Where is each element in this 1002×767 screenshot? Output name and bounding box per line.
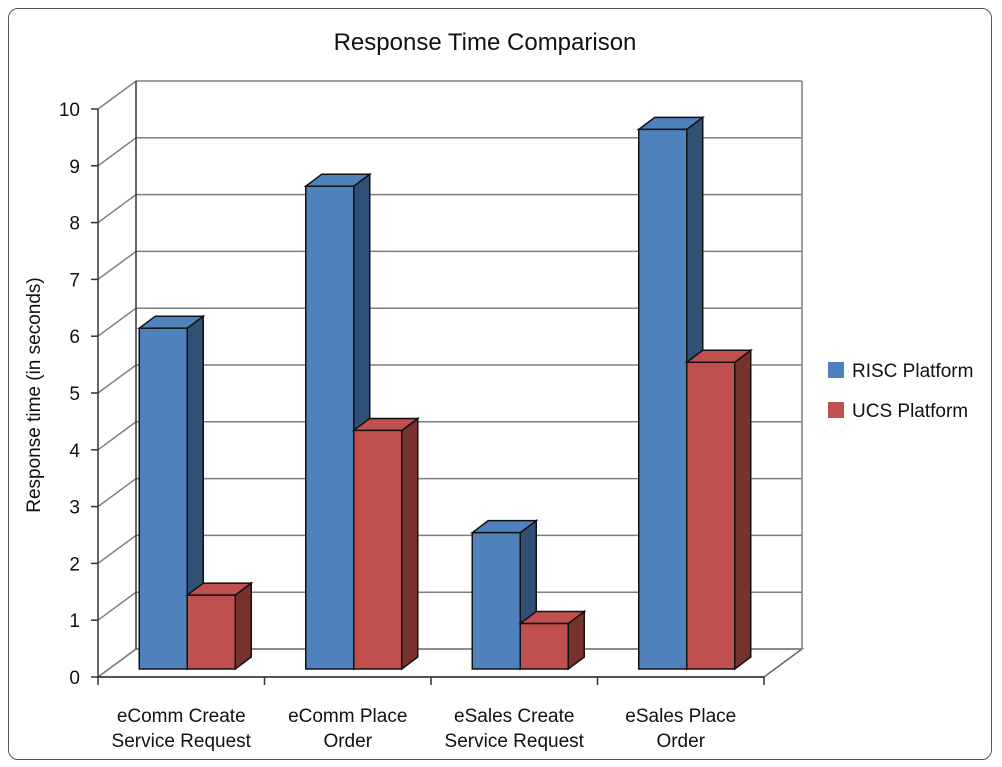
y-tick-labels: 0 1 2 3 4 5 6 7 8 9 10 (59, 100, 81, 689)
axes (91, 81, 803, 685)
category-label-line: Order (656, 731, 705, 752)
y-tick-label: 5 (69, 384, 80, 405)
legend-swatch (828, 362, 844, 378)
category-label: eSales Create Service Request (445, 706, 585, 752)
gridline-side (97, 193, 137, 224)
y-tick-label: 1 (69, 611, 80, 632)
bar-front (519, 622, 569, 670)
y-tick-label: 3 (69, 498, 80, 519)
bar-front (686, 361, 736, 670)
gridline-side (97, 534, 137, 565)
category-label-line: eSales Create (454, 706, 574, 727)
bars (137, 115, 753, 671)
legend-swatch (828, 402, 844, 418)
y-tick-label: 0 (69, 668, 80, 689)
category-label-line: Service Request (445, 731, 585, 752)
y-tick-label: 6 (69, 327, 80, 348)
bar-side (401, 416, 419, 671)
category-label: eComm Create Service Request (112, 706, 252, 752)
category-label-line: eSales Place (625, 706, 736, 727)
y-tick-label: 10 (59, 100, 80, 121)
category-label: eComm Place Order (288, 706, 407, 752)
gridline-side (97, 250, 137, 281)
bar (185, 581, 254, 671)
gridline-side (97, 591, 137, 621)
bar (137, 314, 206, 671)
y-tick-label: 7 (69, 270, 80, 291)
y-tick-label: 2 (69, 554, 80, 575)
category-label-line: eComm Place (288, 706, 407, 727)
gridline-side (97, 648, 137, 678)
category-label-line: Service Request (112, 731, 252, 752)
category-label-line: eComm Create (117, 706, 246, 727)
bar-front (138, 327, 188, 670)
gridline-side (97, 364, 137, 394)
category-labels: eComm Create Service Request eComm Place Or… (112, 706, 737, 752)
y-axis-label: Response time (in seconds) (24, 277, 45, 513)
gridline-side (97, 80, 137, 110)
bar (684, 348, 753, 671)
legend-label: RISC Platform (852, 361, 973, 382)
gridline-side (97, 137, 137, 167)
y-tick-label: 4 (69, 441, 80, 462)
bar-front (305, 185, 355, 670)
bar-front (471, 531, 521, 670)
bar-front (353, 429, 403, 670)
chart-title: Response Time Comparison (334, 29, 637, 56)
gridline-side (97, 477, 137, 508)
bar-side (234, 581, 252, 671)
bar-front (638, 128, 688, 670)
bar-front (186, 594, 236, 670)
category-label: eSales Place Order (625, 706, 736, 752)
legend-label: UCS Platform (852, 401, 968, 422)
bar (351, 416, 420, 671)
legend: RISC Platform UCS Platform (828, 361, 973, 422)
y-tick-label: 8 (69, 214, 80, 235)
bar (518, 610, 587, 671)
gridline-side (97, 421, 137, 451)
y-tick-label: 9 (69, 157, 80, 178)
category-label-line: Order (323, 731, 372, 752)
bar-side (734, 348, 752, 671)
gridline-side (97, 307, 137, 337)
